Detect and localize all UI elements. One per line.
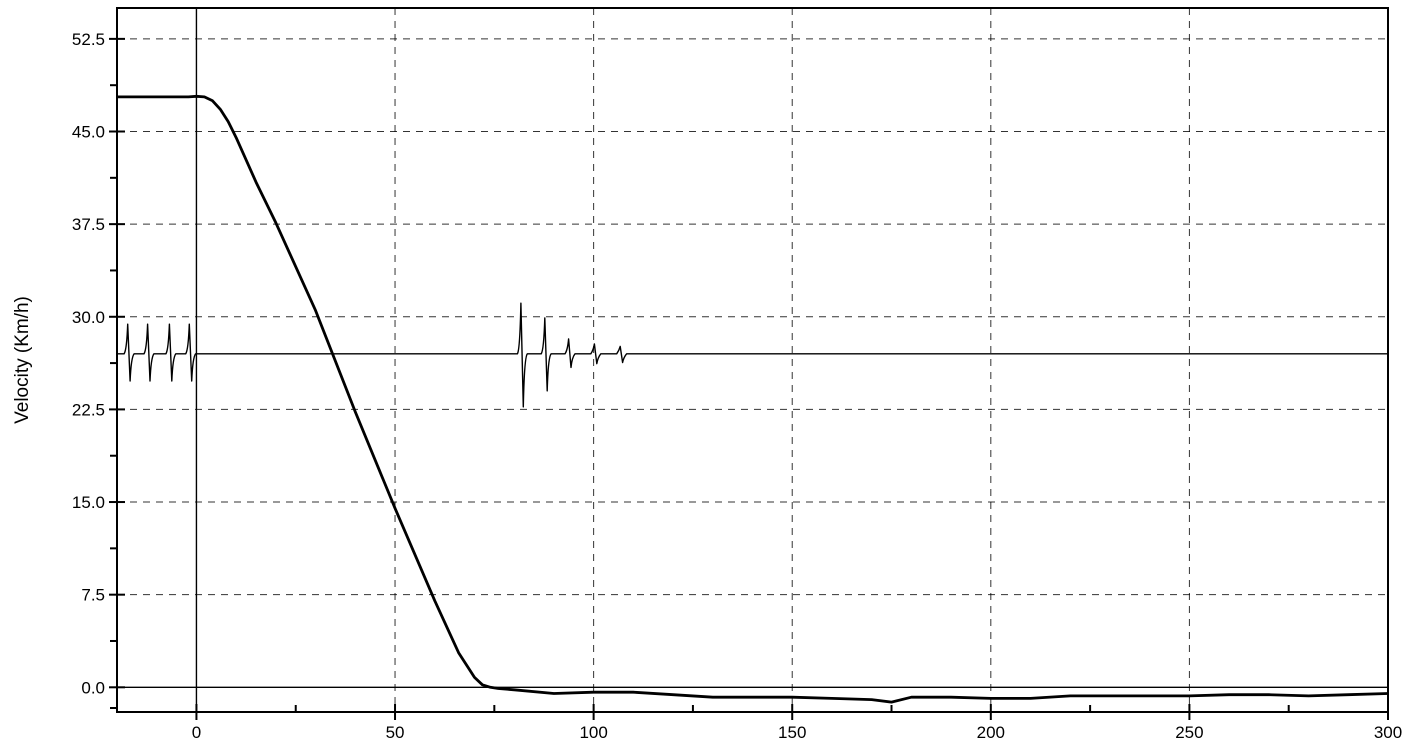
y-tick-label: 0.0 [81,678,105,697]
y-axis-title: Velocity (Km/h) [12,296,33,424]
plot-frame [116,7,1389,713]
x-tick-label: 150 [778,723,806,742]
y-tick-label: 45.0 [72,123,105,142]
y-tick-label: 30.0 [72,308,105,327]
x-tick-label: 200 [977,723,1005,742]
reference-lines [117,8,1388,712]
x-tick-label: 0 [192,723,201,742]
x-tick-label: 250 [1175,723,1203,742]
velocity-series-line [117,94,1388,704]
x-tick-label: 100 [579,723,607,742]
axis-layer: 0.0 7.5 15.0 22.5 30.0 37.5 45.0 52.5 0 50 100 150 2… [72,30,1402,742]
y-tick-label: 15.0 [72,493,105,512]
y-tick-label: 7.5 [81,586,105,605]
y-tick-label: 37.5 [72,215,105,234]
x-tick-label: 50 [386,723,405,742]
y-tick-label: 52.5 [72,30,105,49]
grid-layer [117,8,1388,712]
y-tick-label: 22.5 [72,400,105,419]
series-layer [117,94,1388,704]
pulse-series-line [117,302,1388,408]
x-tick-label: 300 [1374,723,1402,742]
